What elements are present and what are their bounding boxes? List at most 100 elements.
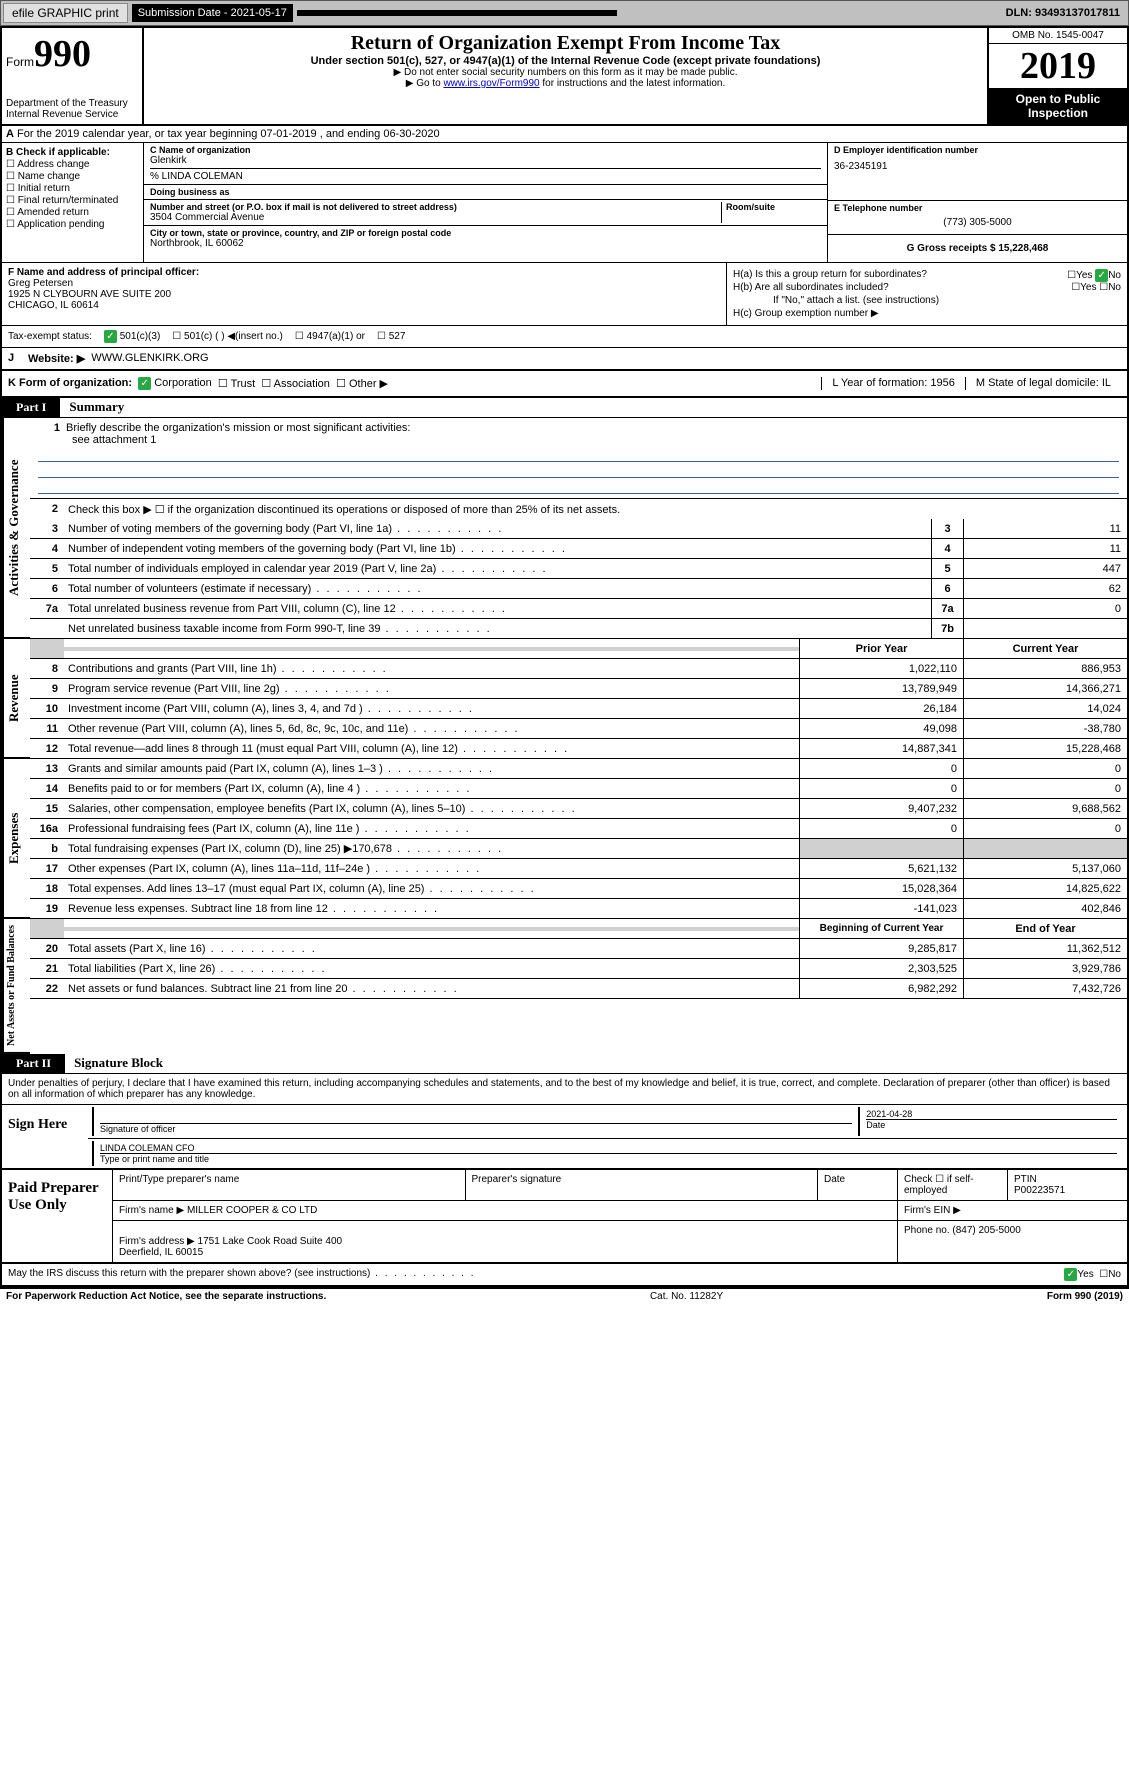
part1-header: Part I Summary (2, 398, 1127, 418)
penalty-text: Under penalties of perjury, I declare th… (2, 1074, 1127, 1105)
city-val: Northbrook, IL 60062 (150, 238, 821, 249)
sig-date-val: 2021-04-28 (866, 1109, 1117, 1119)
officer-name: Greg Petersen (8, 278, 720, 289)
summary-governance: Activities & Governance 1Briefly describ… (2, 418, 1127, 639)
end-year-head: End of Year (963, 919, 1127, 938)
begin-year-head: Beginning of Current Year (799, 919, 963, 938)
data-line: 10Investment income (Part VIII, column (… (30, 699, 1127, 719)
h-a: H(a) Is this a group return for subordin… (733, 269, 1121, 280)
firm-name-cell: Firm's name ▶ MILLER COOPER & CO LTD (112, 1201, 897, 1220)
part2-header: Part II Signature Block (2, 1054, 1127, 1074)
mission-num: 1 (38, 422, 66, 434)
form-subtitle: Under section 501(c), 527, or 4947(a)(1)… (152, 55, 979, 67)
officer-lbl: F Name and address of principal officer: (8, 267, 720, 278)
data-line: 21Total liabilities (Part X, line 26) 2,… (30, 959, 1127, 979)
opt-assoc: Association (274, 378, 330, 390)
data-line: 20Total assets (Part X, line 16) 9,285,8… (30, 939, 1127, 959)
officer-name-cell: LINDA COLEMAN CFO Type or print name and… (92, 1141, 1123, 1166)
section-bcd: B Check if applicable: Address change Na… (2, 143, 1127, 263)
summary-netassets: Net Assets or Fund Balances Beginning of… (2, 919, 1127, 1054)
instruction-1: Do not enter social security numbers on … (152, 67, 979, 78)
chk-address[interactable]: Address change (6, 159, 139, 170)
gov-line: 4Number of independent voting members of… (30, 539, 1127, 559)
ptin-lbl: PTIN (1014, 1174, 1121, 1185)
sign-right: Signature of officer 2021-04-28 Date LIN… (88, 1105, 1127, 1168)
expenses-content: 13Grants and similar amounts paid (Part … (30, 759, 1127, 919)
ptin-val: P00223571 (1014, 1185, 1121, 1196)
officer-typed-name: LINDA COLEMAN CFO (100, 1143, 1117, 1153)
addr-val: 3504 Commercial Avenue (150, 212, 721, 223)
data-line: 19Revenue less expenses. Subtract line 1… (30, 899, 1127, 919)
website-lbl: Website: ▶ (28, 352, 85, 365)
box-c: C Name of organization Glenkirk % LINDA … (144, 143, 827, 262)
header-center: Return of Organization Exempt From Incom… (144, 28, 987, 124)
prep-sig-lbl: Preparer's signature (465, 1170, 818, 1200)
gov-line: 5Total number of individuals employed in… (30, 559, 1127, 579)
summary-expenses: Expenses 13Grants and similar amounts pa… (2, 759, 1127, 919)
row-a-period: A For the 2019 calendar year, or tax yea… (2, 126, 1127, 143)
check-icon: ✓ (1064, 1268, 1077, 1281)
side-governance: Activities & Governance (2, 418, 30, 639)
form-container: Form990 Department of the Treasury Inter… (0, 26, 1129, 1289)
data-line: 16aProfessional fundraising fees (Part I… (30, 819, 1127, 839)
check-icon: ✓ (138, 377, 151, 390)
box-f: F Name and address of principal officer:… (2, 263, 727, 325)
data-line: 9Program service revenue (Part VIII, lin… (30, 679, 1127, 699)
mission-text: Briefly describe the organization's miss… (66, 422, 410, 434)
discuss-text: May the IRS discuss this return with the… (8, 1268, 476, 1281)
dba-cell: Doing business as (144, 185, 827, 200)
preparer-block: Paid Preparer Use Only Print/Type prepar… (2, 1170, 1127, 1264)
prep-date-lbl: Date (817, 1170, 897, 1200)
section-fh: F Name and address of principal officer:… (2, 263, 1127, 326)
blank-line (38, 446, 1119, 462)
gov-line: 7aTotal unrelated business revenue from … (30, 599, 1127, 619)
irs-link[interactable]: www.irs.gov/Form990 (443, 78, 539, 89)
chk-final[interactable]: Final return/terminated (6, 195, 139, 206)
opt-corp: Corporation (154, 377, 211, 389)
city-lbl: City or town, state or province, country… (150, 228, 821, 238)
chk-initial[interactable]: Initial return (6, 183, 139, 194)
line-2: 2Check this box ▶ ☐ if the organization … (30, 499, 1127, 519)
chk-pending[interactable]: Application pending (6, 219, 139, 230)
prep-name-lbl: Print/Type preparer's name (112, 1170, 465, 1200)
open-public: Open to Public Inspection (989, 88, 1127, 124)
sig-date-lbl: Date (866, 1119, 1117, 1130)
check-icon: ✓ (104, 330, 117, 343)
na-header: Beginning of Current Year End of Year (30, 919, 1127, 939)
side-netassets: Net Assets or Fund Balances (2, 919, 30, 1054)
signature-block: Sign Here Signature of officer 2021-04-2… (2, 1105, 1127, 1170)
opt-other: Other ▶ (349, 378, 388, 390)
footer-cat: Cat. No. 11282Y (650, 1291, 723, 1302)
chk-namechange[interactable]: Name change (6, 171, 139, 182)
sig-label: Signature of officer (100, 1123, 852, 1134)
line2-text: Check this box ▶ ☐ if the organization d… (64, 501, 1127, 518)
prep-ptin: PTIN P00223571 (1007, 1170, 1127, 1200)
data-line: bTotal fundraising expenses (Part IX, co… (30, 839, 1127, 859)
firm-addr-cell: Firm's address ▶ 1751 Lake Cook Road Sui… (112, 1221, 897, 1262)
opt-527: 527 (389, 331, 406, 342)
dba-lbl: Doing business as (150, 187, 821, 197)
footer-form: Form 990 (2019) (1047, 1291, 1123, 1302)
instr2-pre: Go to (416, 78, 443, 89)
org-name: Glenkirk (150, 155, 821, 166)
form-num: 990 (34, 33, 91, 75)
form-title: Return of Organization Exempt From Incom… (152, 32, 979, 55)
room-lbl: Room/suite (726, 202, 821, 212)
year-formation: L Year of formation: 1956 (821, 377, 965, 390)
box-deg: D Employer identification number 36-2345… (827, 143, 1127, 262)
city-cell: City or town, state or province, country… (144, 226, 827, 251)
header-right: OMB No. 1545-0047 2019 Open to Public In… (987, 28, 1127, 124)
instruction-2: Go to www.irs.gov/Form990 for instructio… (152, 78, 979, 89)
rev-header: Prior Year Current Year (30, 639, 1127, 659)
addr-cell: Number and street (or P.O. box if mail i… (144, 200, 827, 226)
data-line: 18Total expenses. Add lines 13–17 (must … (30, 879, 1127, 899)
prep-row-1: Print/Type preparer's name Preparer's si… (112, 1170, 1127, 1201)
dln: DLN: 93493137017811 (1006, 7, 1126, 19)
h-b: H(b) Are all subordinates included? ☐Yes… (733, 282, 1121, 293)
ein-lbl: D Employer identification number (834, 145, 1121, 155)
mission-val: see attachment 1 (38, 434, 1119, 446)
spacer-bar (297, 10, 617, 16)
chk-amended[interactable]: Amended return (6, 207, 139, 218)
efile-button[interactable]: efile GRAPHIC print (3, 3, 128, 23)
hb-text: H(b) Are all subordinates included? (733, 282, 889, 293)
